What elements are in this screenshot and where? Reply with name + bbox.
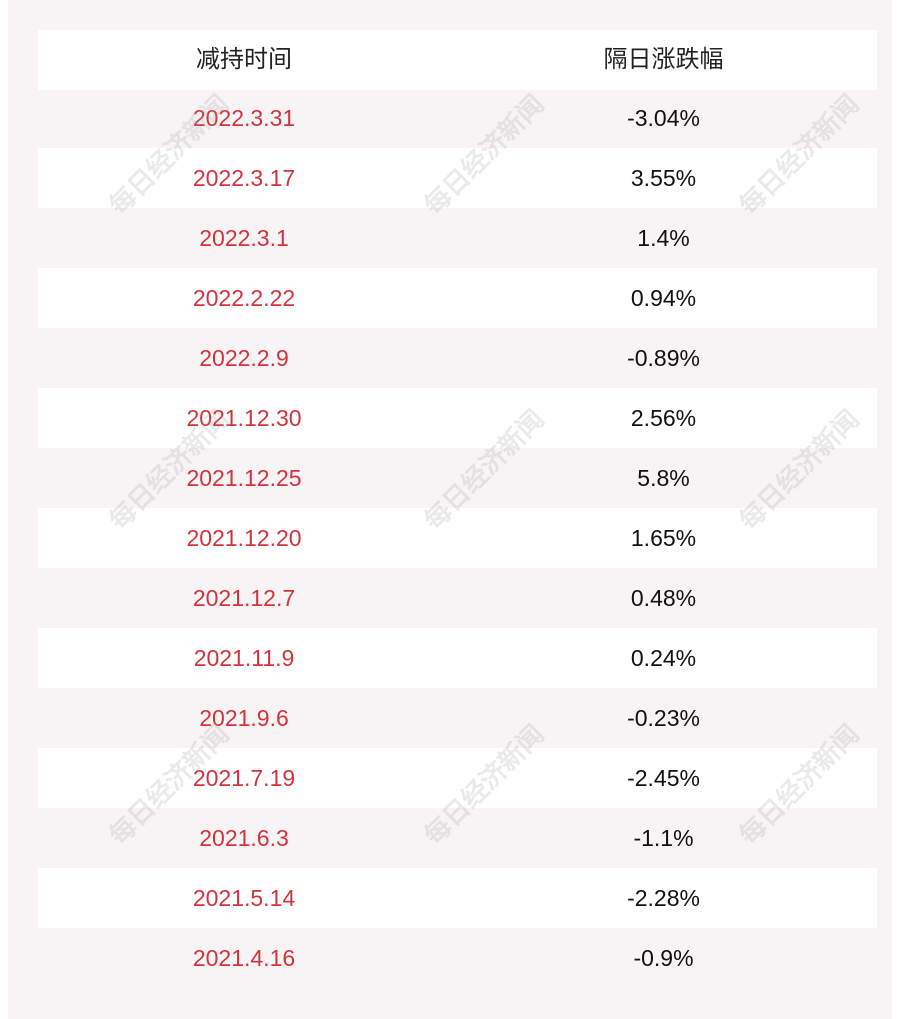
change-cell: 0.94% xyxy=(630,285,697,311)
date-cell: 2022.3.17 xyxy=(192,165,296,191)
table-row: 2021.12.30 2.56% xyxy=(38,388,877,448)
table-row: 2022.2.22 0.94% xyxy=(38,268,877,328)
change-cell: -2.28% xyxy=(627,885,700,911)
date-cell: 2021.12.7 xyxy=(192,585,296,611)
table-row: 2021.11.9 0.24% xyxy=(38,628,877,688)
table-frame: 减持时间 隔日涨跌幅 2022.3.31 -3.04% 2022.3.17 3.55% 20… xyxy=(8,0,892,1019)
change-cell: -0.89% xyxy=(627,345,700,371)
change-cell: -1.1% xyxy=(633,825,694,851)
date-cell: 2021.9.6 xyxy=(199,705,289,731)
date-cell: 2021.11.9 xyxy=(193,645,295,671)
date-cell: 2021.5.14 xyxy=(192,885,296,911)
table-row: 2021.9.6 -0.23% xyxy=(38,688,877,748)
date-cell: 2022.3.1 xyxy=(199,225,289,251)
change-cell: 0.48% xyxy=(630,585,697,611)
date-cell: 2021.12.20 xyxy=(186,525,302,551)
table-row: 2022.3.31 -3.04% xyxy=(38,88,877,148)
date-cell: 2022.2.22 xyxy=(192,285,296,311)
date-cell: 2022.2.9 xyxy=(199,345,289,371)
table-row: 2021.7.19 -2.45% xyxy=(38,748,877,808)
table-row: 2021.4.16 -0.9% xyxy=(38,928,877,988)
table-row: 2021.5.14 -2.28% xyxy=(38,868,877,928)
table-row: 2021.12.25 5.8% xyxy=(38,448,877,508)
change-cell: -0.9% xyxy=(633,945,694,971)
change-cell: 5.8% xyxy=(637,465,690,491)
date-cell: 2021.4.16 xyxy=(192,945,296,971)
change-cell: -2.45% xyxy=(627,765,700,791)
change-cell: 0.24% xyxy=(630,645,697,671)
header-row: 减持时间 隔日涨跌幅 xyxy=(38,30,877,90)
table-row: 2022.3.1 1.4% xyxy=(38,208,877,268)
table-row: 2022.2.9 -0.89% xyxy=(38,328,877,388)
header-cell: 隔日涨跌幅 xyxy=(603,46,724,73)
date-cell: 2021.6.3 xyxy=(199,825,289,851)
table-row: 2021.6.3 -1.1% xyxy=(38,808,877,868)
table-row: 2021.12.7 0.48% xyxy=(38,568,877,628)
date-cell: 2022.3.31 xyxy=(192,105,296,131)
change-cell: -3.04% xyxy=(627,105,700,131)
date-cell: 2021.12.30 xyxy=(186,405,302,431)
date-cell: 2021.7.19 xyxy=(192,765,296,791)
change-cell: 2.56% xyxy=(630,405,697,431)
date-cell: 2021.12.25 xyxy=(186,465,302,491)
change-cell: 1.4% xyxy=(637,225,690,251)
change-cell: -0.23% xyxy=(627,705,700,731)
table-row: 2021.12.20 1.65% xyxy=(38,508,877,568)
change-cell: 3.55% xyxy=(630,165,697,191)
table-row: 2022.3.17 3.55% xyxy=(38,148,877,208)
change-cell: 1.65% xyxy=(630,525,697,551)
header-cell: 减持时间 xyxy=(196,46,292,73)
